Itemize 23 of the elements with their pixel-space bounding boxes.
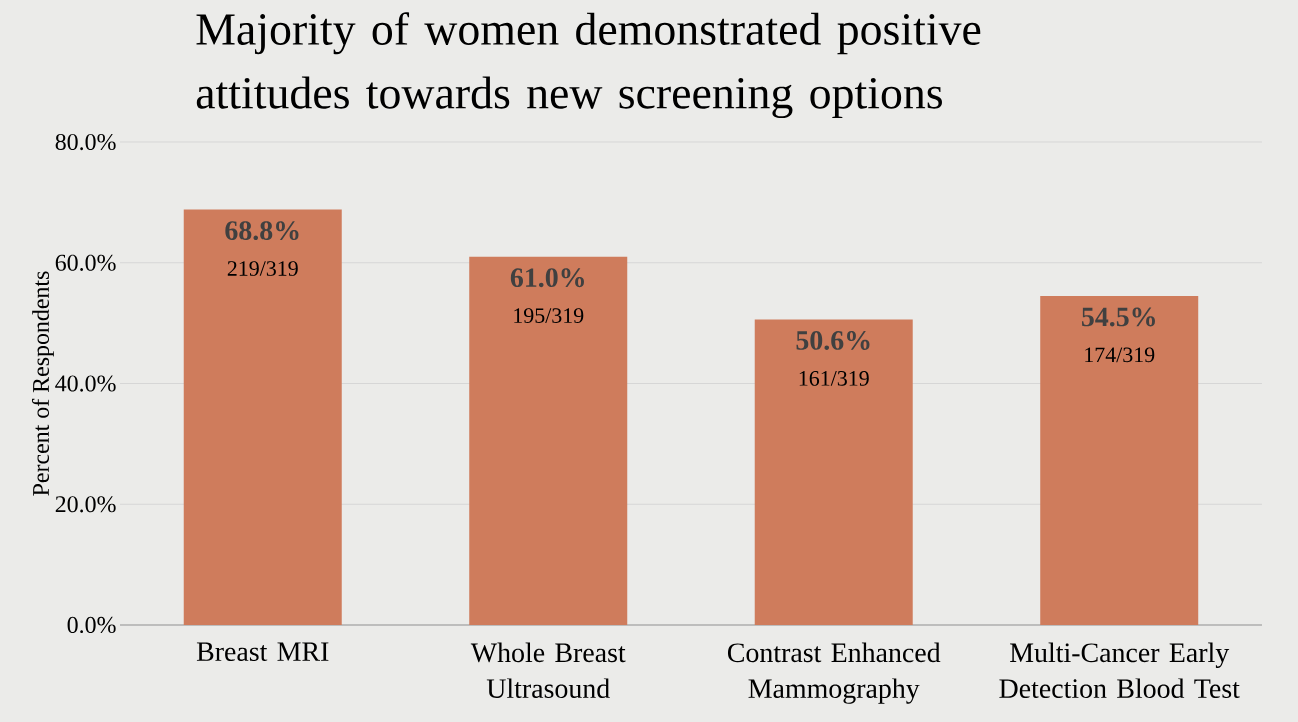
data-label: 50.6%	[796, 331, 870, 350]
data-label: 54.5%	[1081, 307, 1155, 327]
y-axis-title: Percent of Respondents	[31, 271, 54, 496]
y-tick-label: 20.0%	[55, 496, 116, 513]
bar	[754, 319, 913, 625]
annotation: 161/319	[799, 371, 869, 386]
x-tick-label: Whole Breast Ultrasound	[470, 642, 626, 699]
bar	[1040, 295, 1199, 625]
annotation: 174/319	[1085, 347, 1155, 363]
x-tick-label: Contrast Enhanced Mammography	[727, 642, 941, 704]
y-tick-label: 0.0%	[67, 616, 116, 634]
annotation: 219/319	[227, 261, 298, 276]
data-label: 68.8%	[225, 221, 299, 241]
bar	[469, 256, 628, 625]
y-tick-label: 80.0%	[55, 133, 116, 151]
annotation: 195/319	[514, 308, 584, 323]
y-tick-label: 40.0%	[55, 375, 116, 392]
x-tick-label: Breast MRI	[196, 642, 329, 662]
x-tick-label: Multi-Cancer Early Detection Blood Test	[999, 642, 1240, 699]
chart-title: Majority of women demonstrated positive attitudes towards new screening options	[196, 12, 981, 119]
data-label: 61.0%	[510, 268, 584, 288]
y-tick-label: 60.0%	[55, 254, 116, 271]
bar	[183, 209, 342, 625]
